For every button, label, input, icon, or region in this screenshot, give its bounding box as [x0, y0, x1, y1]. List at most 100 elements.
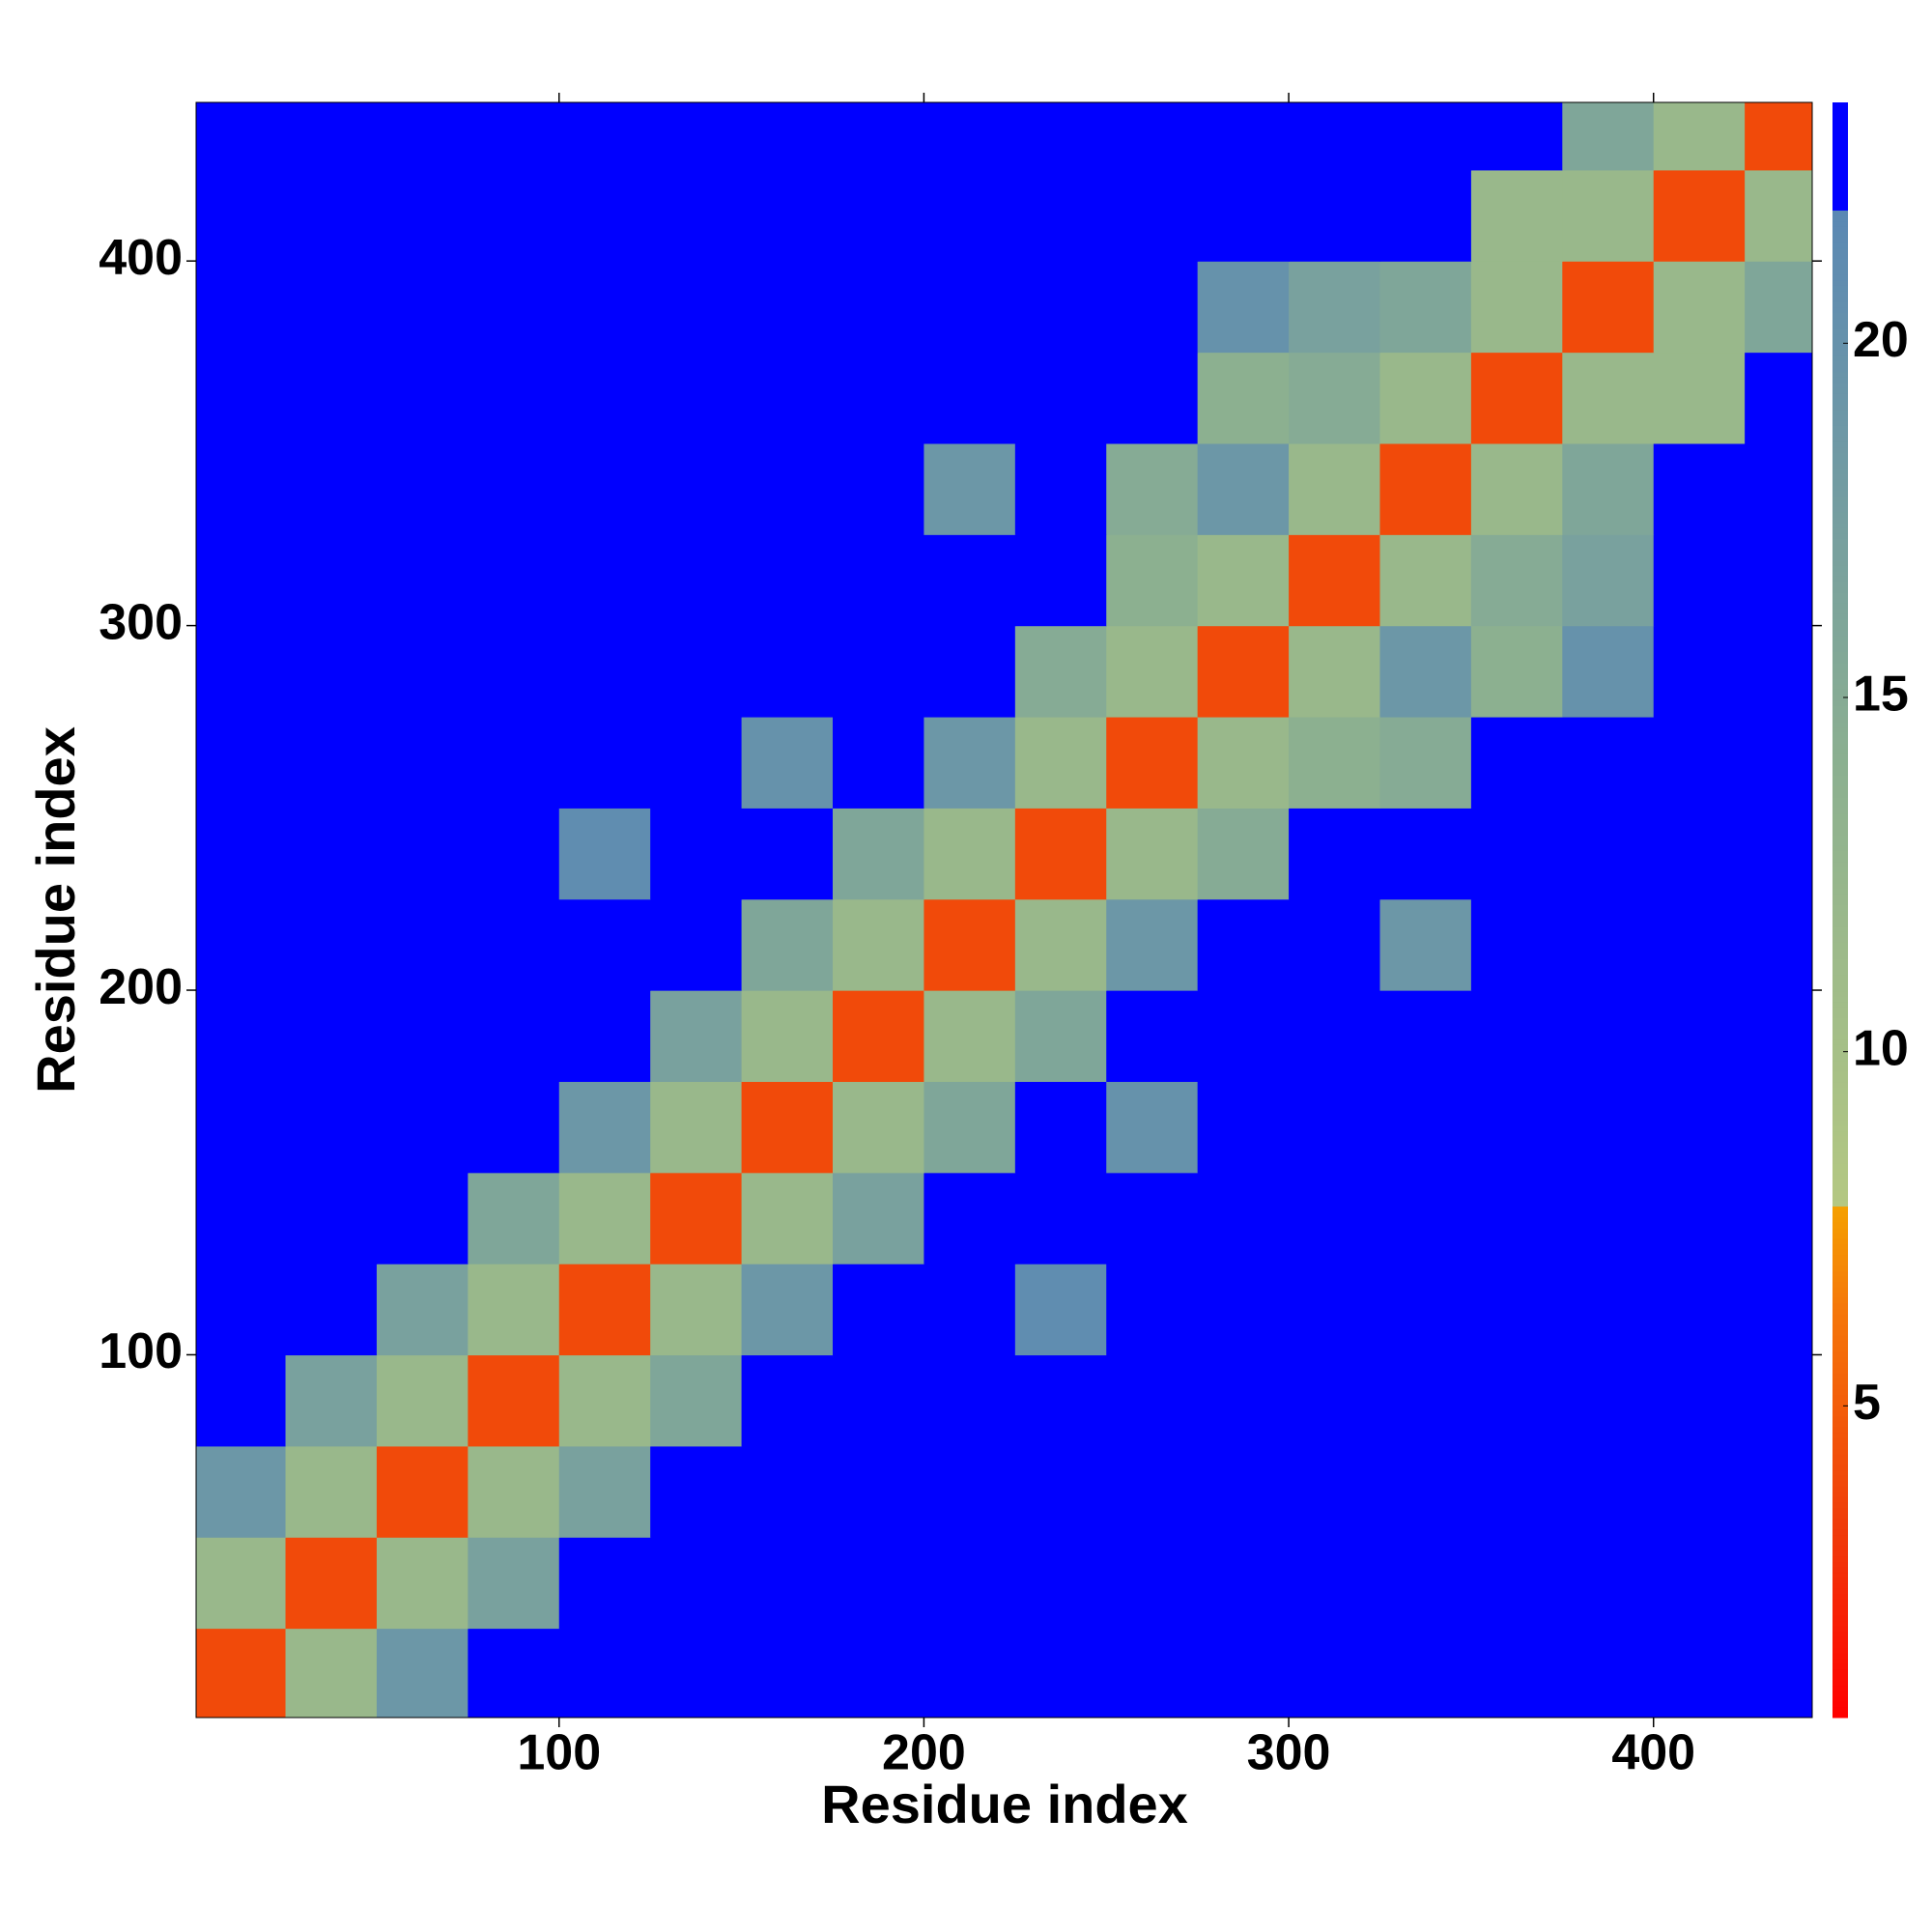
heatmap-cell	[1562, 625, 1655, 718]
colorbar-segment	[1833, 608, 1848, 614]
colorbar-segment	[1833, 113, 1848, 120]
heatmap-cell	[1197, 534, 1290, 627]
colorbar-segment	[1833, 753, 1848, 760]
colorbar-segment	[1833, 748, 1848, 754]
heatmap-cell	[285, 261, 378, 354]
heatmap-cell	[558, 1354, 651, 1447]
colorbar-segment	[1833, 1044, 1848, 1051]
colorbar-segment	[1833, 985, 1848, 992]
heatmap-cell	[1014, 261, 1107, 354]
heatmap-cell	[923, 716, 1016, 809]
heatmap-cell	[196, 1264, 287, 1356]
heatmap-cell	[650, 716, 743, 809]
colorbar-segment	[1833, 1690, 1848, 1697]
heatmap-cell	[196, 534, 287, 627]
heatmap-cell	[1745, 1264, 1812, 1356]
heatmap-cell	[196, 169, 287, 262]
colorbar-segment	[1833, 948, 1848, 954]
colorbar-segment	[1833, 1566, 1848, 1574]
heatmap-cell	[1379, 1354, 1472, 1447]
heatmap-cell	[1745, 625, 1812, 718]
colorbar-segment	[1833, 1679, 1848, 1687]
colorbar-segment	[1833, 344, 1848, 351]
colorbar-segment	[1833, 1147, 1848, 1153]
colorbar-segment	[1833, 1260, 1848, 1266]
heatmap-cell	[741, 1628, 834, 1718]
colorbar-segment	[1833, 522, 1848, 528]
colorbar-segment	[1833, 1346, 1848, 1352]
colorbar-segment	[1833, 856, 1848, 863]
colorbar-segment	[1833, 672, 1848, 679]
colorbar-segment	[1833, 237, 1848, 243]
heatmap-cell	[1470, 102, 1563, 171]
colorbar-segment	[1833, 758, 1848, 766]
colorbar-segment	[1833, 1011, 1848, 1018]
heatmap-cell	[1289, 534, 1381, 627]
heatmap-cell	[376, 1081, 469, 1174]
heatmap-cell	[833, 1628, 925, 1718]
heatmap-cell	[1014, 102, 1107, 171]
colorbar-segment	[1833, 1275, 1848, 1283]
heatmap-cell	[468, 625, 560, 718]
colorbar-segment	[1833, 743, 1848, 750]
colorbar-segment	[1833, 387, 1848, 394]
heatmap-cell	[833, 990, 925, 1082]
colorbar-segment	[1833, 1706, 1848, 1713]
colorbar-tick-label: 5	[1853, 1375, 1881, 1431]
heatmap-cell	[1470, 898, 1563, 991]
colorbar-segment	[1833, 1211, 1848, 1218]
colorbar-segment	[1833, 958, 1848, 965]
heatmap-cell	[741, 625, 834, 718]
heatmap-cell	[196, 625, 287, 718]
heatmap-cell	[1562, 1445, 1655, 1538]
heatmap-cell	[1470, 1354, 1563, 1447]
colorbar-segment	[1833, 1367, 1848, 1374]
colorbar-segment	[1833, 166, 1848, 173]
colorbar-segment	[1833, 1442, 1848, 1449]
colorbar-segment	[1833, 1093, 1848, 1099]
colorbar-segment	[1833, 317, 1848, 325]
colorbar-segment	[1833, 737, 1848, 744]
colorbar-segment	[1833, 430, 1848, 438]
heatmap-cell	[1197, 261, 1290, 354]
colorbar-segment	[1833, 1302, 1848, 1309]
colorbar-segment	[1833, 980, 1848, 986]
colorbar-segment	[1833, 565, 1848, 572]
colorbar-segment	[1833, 506, 1848, 513]
heatmap-cell	[558, 1172, 651, 1264]
colorbar-segment	[1833, 544, 1848, 551]
colorbar-segment	[1833, 871, 1848, 879]
colorbar-segment	[1833, 285, 1848, 292]
heatmap-cell	[1197, 1628, 1290, 1718]
heatmap-cell	[1562, 534, 1655, 627]
colorbar-segment	[1833, 1469, 1848, 1476]
colorbar-segment	[1833, 1340, 1848, 1347]
colorbar-segment	[1833, 1663, 1848, 1670]
heatmap-cell	[285, 169, 378, 262]
heatmap-cell	[1653, 1537, 1746, 1630]
heatmap-cell	[558, 808, 651, 900]
colorbar-segment	[1833, 366, 1848, 373]
colorbar-segment	[1833, 1528, 1848, 1536]
heatmap-cell	[558, 1628, 651, 1718]
colorbar-segment	[1833, 635, 1848, 641]
colorbar-segment	[1833, 215, 1848, 222]
colorbar-segment	[1833, 1206, 1848, 1212]
colorbar-segment	[1833, 1281, 1848, 1288]
colorbar-segment	[1833, 409, 1848, 415]
colorbar-segment	[1833, 204, 1848, 211]
colorbar-segment	[1833, 898, 1848, 905]
colorbar-segment	[1833, 1109, 1848, 1116]
heatmap-cell	[1745, 1172, 1812, 1264]
heatmap-cell	[1197, 1172, 1290, 1264]
heatmap-cell	[1106, 1081, 1199, 1174]
colorbar-segment	[1833, 425, 1848, 432]
colorbar-segment	[1833, 1518, 1848, 1524]
colorbar-segment	[1833, 597, 1848, 604]
colorbar-segment	[1833, 624, 1848, 631]
heatmap-cell	[376, 352, 469, 444]
colorbar-segment	[1833, 781, 1848, 787]
heatmap-cell	[1106, 990, 1199, 1082]
colorbar-segment	[1833, 1378, 1848, 1384]
colorbar-segment	[1833, 1195, 1848, 1202]
